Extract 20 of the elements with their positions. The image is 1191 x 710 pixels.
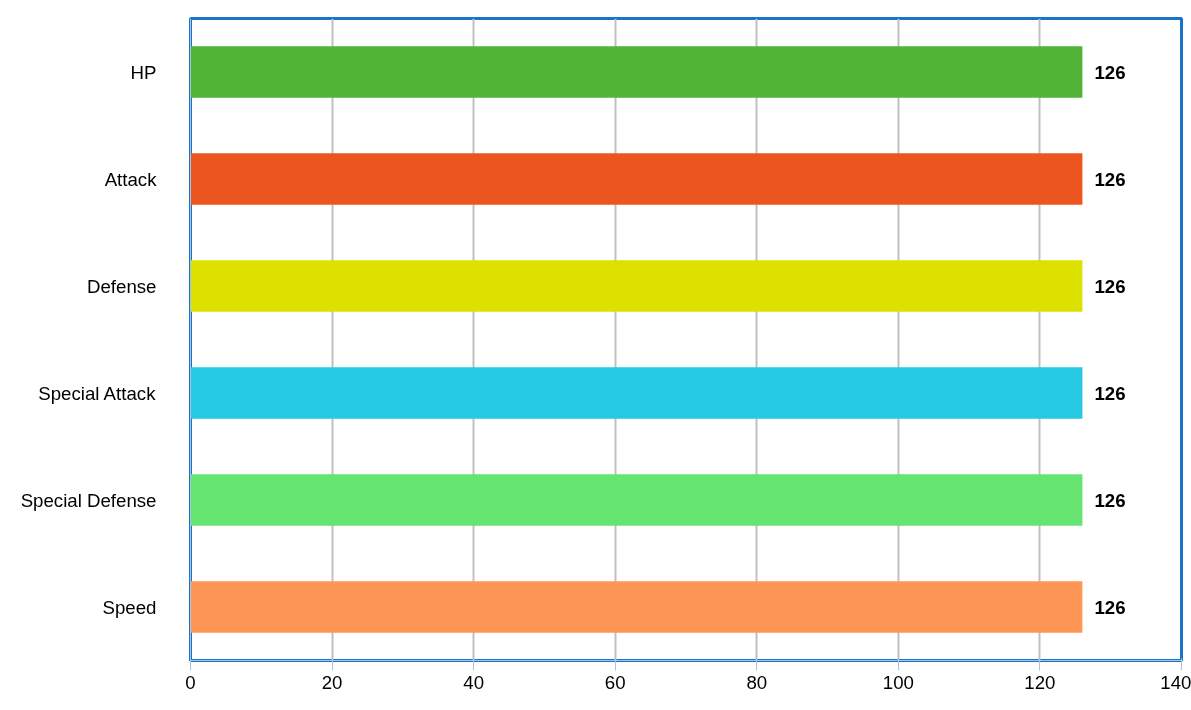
x-tick-label: 120 xyxy=(1024,671,1056,693)
x-tick-label: 40 xyxy=(463,671,485,693)
y-tick-label: Attack xyxy=(104,168,158,190)
data-label: 126 xyxy=(1094,168,1126,190)
x-tick-label: 0 xyxy=(185,671,196,693)
y-tick-label: Special Defense xyxy=(20,489,157,511)
x-tick-label: 60 xyxy=(604,671,626,693)
data-label: 126 xyxy=(1094,61,1126,83)
y-tick-label: Defense xyxy=(87,275,157,297)
y-tick-label: HP xyxy=(130,61,157,83)
data-label: 126 xyxy=(1094,489,1126,511)
data-label: 126 xyxy=(1094,382,1126,404)
x-tick-label: 140 xyxy=(1160,671,1191,693)
data-label: 126 xyxy=(1094,275,1126,297)
x-tick-label: 80 xyxy=(746,671,768,693)
y-tick-label: Speed xyxy=(102,596,157,618)
data-label: 126 xyxy=(1094,596,1126,618)
x-tick-label: 100 xyxy=(882,671,914,693)
x-tick-label: 20 xyxy=(321,671,343,693)
y-tick-label: Special Attack xyxy=(38,382,157,404)
